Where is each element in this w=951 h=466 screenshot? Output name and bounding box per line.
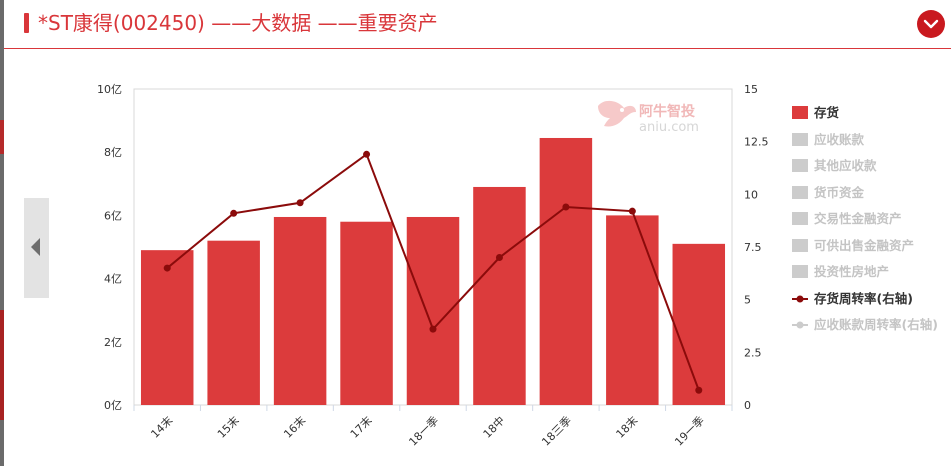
x-tick-label: 19一季 [672,414,707,449]
bar-inventory [140,250,194,405]
bar-inventory [207,240,260,405]
x-tick-label: 18末 [613,413,641,441]
legend-item[interactable]: 存货 [792,103,951,123]
watermark-name: 阿牛智投 [639,104,695,120]
legend-swatch [792,159,808,172]
legend-item[interactable]: 应收账款 [792,130,951,150]
y-left-tick-label: 10亿 [97,83,122,96]
panel-title: *ST康得(002450) ——大数据 ——重要资产 [38,11,438,35]
y-left-tick-label: 4亿 [104,273,122,286]
y-right-tick-label: 15 [744,83,758,96]
legend-label: 存货周转率(右轴) [814,290,913,306]
x-tick-label: 15末 [214,413,242,441]
legend-item[interactable]: 可供出售金融资产 [792,236,951,256]
legend-swatch [792,185,808,199]
point-inventory-turnover [296,199,304,207]
bar-inventory [606,215,659,405]
point-inventory-turnover [562,203,570,211]
y-left-tick-label: 0亿 [104,399,122,412]
x-tick-label: 17末 [347,413,375,441]
y-right-tick-label: 12.5 [744,136,769,149]
point-inventory-turnover [695,386,703,394]
y-right-tick-label: 2.5 [744,346,762,359]
legend-label: 应收账款周转率(右轴) [814,317,938,332]
point-inventory-turnover [429,325,437,333]
legend-swatch [792,132,808,146]
legend-line-icon [792,321,808,329]
collapse-button[interactable] [917,10,945,38]
x-tick-label: 18一季 [406,414,441,449]
point-inventory-turnover [363,150,371,158]
bar-inventory [672,243,726,405]
point-inventory-turnover [230,209,238,217]
background-strip-accent [0,310,4,420]
legend-label: 交易性金融资产 [814,211,902,226]
bar-inventory [406,216,460,405]
y-right-tick-label: 5 [744,294,751,307]
legend-swatch [792,238,808,252]
legend-label: 应收账款 [814,131,865,147]
legend-item[interactable]: 交易性金融资产 [792,209,951,229]
point-inventory-turnover [495,254,503,262]
y-left-tick-label: 6亿 [104,209,122,222]
background-strip [0,0,4,466]
bar-inventory [273,216,327,405]
legend-swatch [792,106,808,119]
legend-label: 货币资金 [814,184,865,200]
legend-swatch [792,265,808,278]
legend-item[interactable]: 货币资金 [792,183,951,203]
bull-logo-icon [598,100,636,127]
y-right-tick-label: 7.5 [744,241,762,254]
previous-chart-button[interactable] [24,198,49,298]
y-right-tick-label: 0 [744,399,751,412]
legend-label: 投资性房地产 [814,264,890,279]
legend-item[interactable]: 投资性房地产 [792,262,951,282]
legend-item[interactable]: 应收账款周转率(右轴) [792,315,951,335]
x-tick-label: 18三季 [539,414,574,449]
legend-label: 其他应收款 [814,158,877,173]
legend-line-icon [792,295,808,302]
legend-item[interactable]: 存货周转率(右轴) [792,289,951,309]
legend-swatch [792,212,808,225]
bar-inventory [473,186,526,405]
y-left-tick-label: 8亿 [104,146,122,159]
title-accent-bar [24,13,29,33]
chevron-down-icon [923,19,939,29]
x-tick-label: 18中 [481,414,508,441]
legend-label: 可供出售金融资产 [814,237,915,253]
legend-label: 存货 [814,105,840,120]
point-inventory-turnover [163,264,171,272]
legend-item[interactable]: 其他应收款 [792,156,951,176]
watermark-logo: 阿牛智投 aniu.com [594,98,699,140]
point-inventory-turnover [628,207,636,215]
watermark-domain: aniu.com [639,120,699,135]
y-left-tick-label: 2亿 [104,336,122,349]
chart-legend: 存货应收账款其他应收款货币资金交易性金融资产 可供出售金融资产 投资性房地产存货周转… [792,103,951,342]
x-tick-label: 16末 [281,413,309,441]
panel-header: *ST康得(002450) ——大数据 ——重要资产 [4,0,951,49]
background-strip-accent [0,120,4,154]
bar-inventory [340,221,393,405]
bar-inventory [539,137,593,406]
y-right-tick-label: 10 [744,188,758,201]
x-tick-label: 14末 [148,413,176,441]
chevron-left-icon [31,238,40,256]
